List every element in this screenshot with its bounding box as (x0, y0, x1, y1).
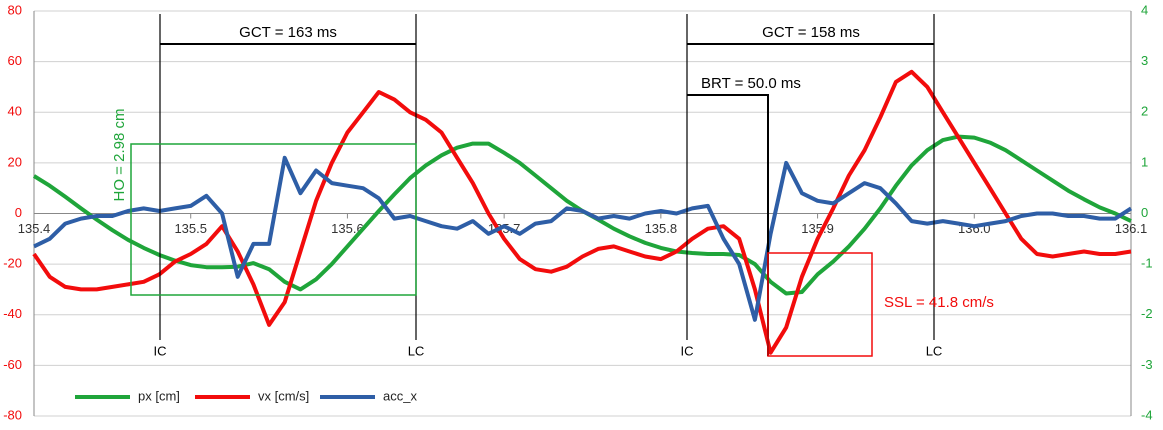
brt-label: BRT = 50.0 ms (701, 75, 801, 92)
series-line (32, 134, 1132, 296)
y-tick-label: 0 (15, 205, 22, 220)
legend-label: acc_x (383, 388, 417, 403)
y-tick-label: 60 (8, 53, 22, 68)
x-tick-label: 135.9 (801, 221, 834, 236)
event-label: IC (154, 343, 167, 358)
x-tick-label: 136.1 (1115, 221, 1148, 236)
x-tick-label: 135.4 (18, 221, 51, 236)
legend: px [cm] vx [cm/s] acc_x (75, 388, 417, 403)
event-label: IC (681, 343, 694, 358)
x-tick-label: 135.6 (331, 221, 364, 236)
y2-tick-label: 2 (1141, 104, 1148, 119)
y2-tick-label: -1 (1141, 256, 1153, 271)
x-tick-label: 135.8 (645, 221, 678, 236)
ho-label: HO = 2.98 cm (111, 109, 128, 202)
ho-box (130, 143, 417, 296)
ssl-label: SSL = 41.8 cm/s (884, 294, 994, 311)
series-line (33, 155, 1133, 322)
y-tick-label: -60 (3, 357, 22, 372)
grid: -80 -60 -40 -20 0 20 40 60 80 -4 -3 -2 -1 0 1 2 3 4 135.4 1… (3, 2, 1152, 422)
gct-label: GCT = 158 ms (762, 24, 860, 41)
y-tick-label: -80 (3, 407, 22, 422)
series-lines (32, 69, 1133, 355)
y-tick-label: 40 (8, 104, 22, 119)
y2-tick-label: 3 (1141, 53, 1148, 68)
y2-tick-label: -3 (1141, 357, 1153, 372)
y2-tick-label: 4 (1141, 2, 1148, 17)
series-line (32, 69, 1132, 355)
gct-label: GCT = 163 ms (239, 24, 337, 41)
y2-tick-label: 0 (1141, 205, 1148, 220)
y2-tick-label: -4 (1141, 407, 1153, 422)
x-tick-label: 135.5 (174, 221, 207, 236)
y2-tick-label: 1 (1141, 154, 1148, 169)
y2-tick-label: -2 (1141, 306, 1153, 321)
y-tick-label: -40 (3, 306, 22, 321)
y-tick-label: 80 (8, 2, 22, 17)
y-tick-label: 20 (8, 154, 22, 169)
annotations (130, 14, 935, 357)
y-tick-label: -20 (3, 256, 22, 271)
event-label: LC (926, 343, 943, 358)
event-label: LC (408, 343, 425, 358)
legend-label: vx [cm/s] (258, 388, 309, 403)
ssl-box (767, 252, 873, 357)
legend-label: px [cm] (138, 388, 180, 403)
